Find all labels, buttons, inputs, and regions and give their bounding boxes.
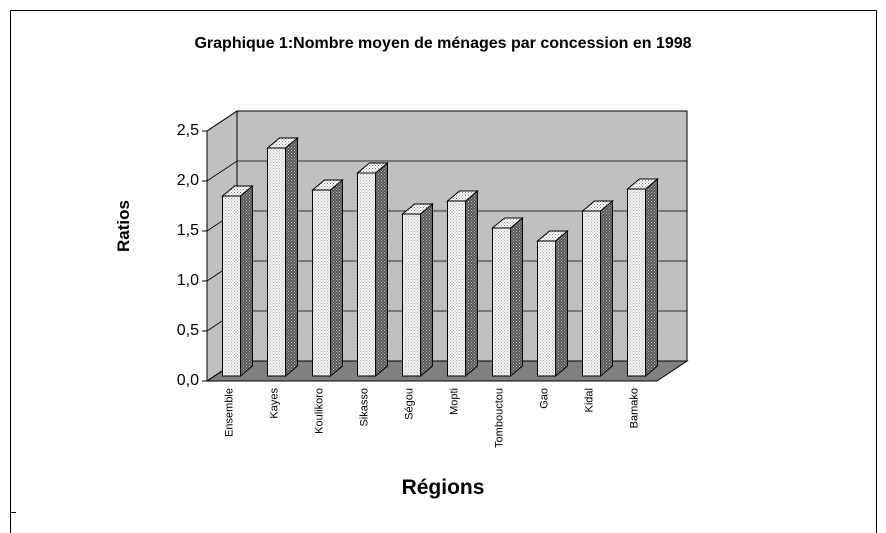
bar-front-texture xyxy=(267,147,286,377)
y-tick-label: 0,5 xyxy=(177,322,199,339)
y-tick-label: 0,0 xyxy=(177,372,199,389)
bar-side xyxy=(240,184,253,378)
bar xyxy=(311,178,344,378)
bar-front-texture xyxy=(537,240,556,377)
y-tick-label: 1,5 xyxy=(177,222,199,239)
x-tick-label: Tombouctou xyxy=(493,388,505,448)
grid-line xyxy=(206,110,687,132)
bar xyxy=(446,189,479,378)
grid-line xyxy=(206,160,687,182)
bar-front-texture xyxy=(447,200,466,377)
bar-front-texture xyxy=(402,213,421,377)
y-tick-label: 2,5 xyxy=(177,122,199,139)
x-tick-label: Bamako xyxy=(628,388,640,428)
x-tick-label: Sikasso xyxy=(358,388,370,427)
bar-side xyxy=(330,178,343,378)
bar xyxy=(401,202,434,378)
x-tick-label: Kayes xyxy=(268,388,280,419)
bar-side xyxy=(375,161,388,378)
bar xyxy=(266,136,299,378)
x-tick-label: Ensemble xyxy=(223,388,235,437)
y-tick-label: 1,0 xyxy=(177,272,199,289)
bar-side xyxy=(420,202,433,378)
chart-title: Graphique 1:Nombre moyen de ménages par … xyxy=(194,35,691,52)
x-tick-label: Gao xyxy=(538,388,550,409)
bar xyxy=(491,216,524,378)
bar-side xyxy=(645,177,658,378)
bar-front-texture xyxy=(222,195,241,377)
bar-front-texture xyxy=(492,227,511,377)
bar-front-texture xyxy=(582,210,601,377)
frame xyxy=(10,10,877,533)
bar-front-texture xyxy=(312,189,331,377)
bar-front-texture xyxy=(357,172,376,377)
bar-side xyxy=(465,189,478,378)
x-tick-label: Ségou xyxy=(403,388,415,420)
x-tick-label: Mopti xyxy=(448,388,460,415)
bar xyxy=(536,229,569,378)
y-axis-label: Ratios xyxy=(114,200,133,252)
y-tick-label: 2,0 xyxy=(177,172,199,189)
bar-side xyxy=(285,136,298,378)
bar-side xyxy=(600,199,613,378)
bar-front-texture xyxy=(627,188,646,377)
bar-side xyxy=(510,216,523,378)
x-tick-label: Koulikoro xyxy=(313,388,325,434)
bar xyxy=(356,161,389,378)
x-tick-label: Kidal xyxy=(583,388,595,412)
bar xyxy=(221,184,254,378)
bar xyxy=(626,177,659,378)
bar-side xyxy=(555,229,568,378)
x-axis-label: Régions xyxy=(402,476,485,499)
bar xyxy=(581,199,614,378)
